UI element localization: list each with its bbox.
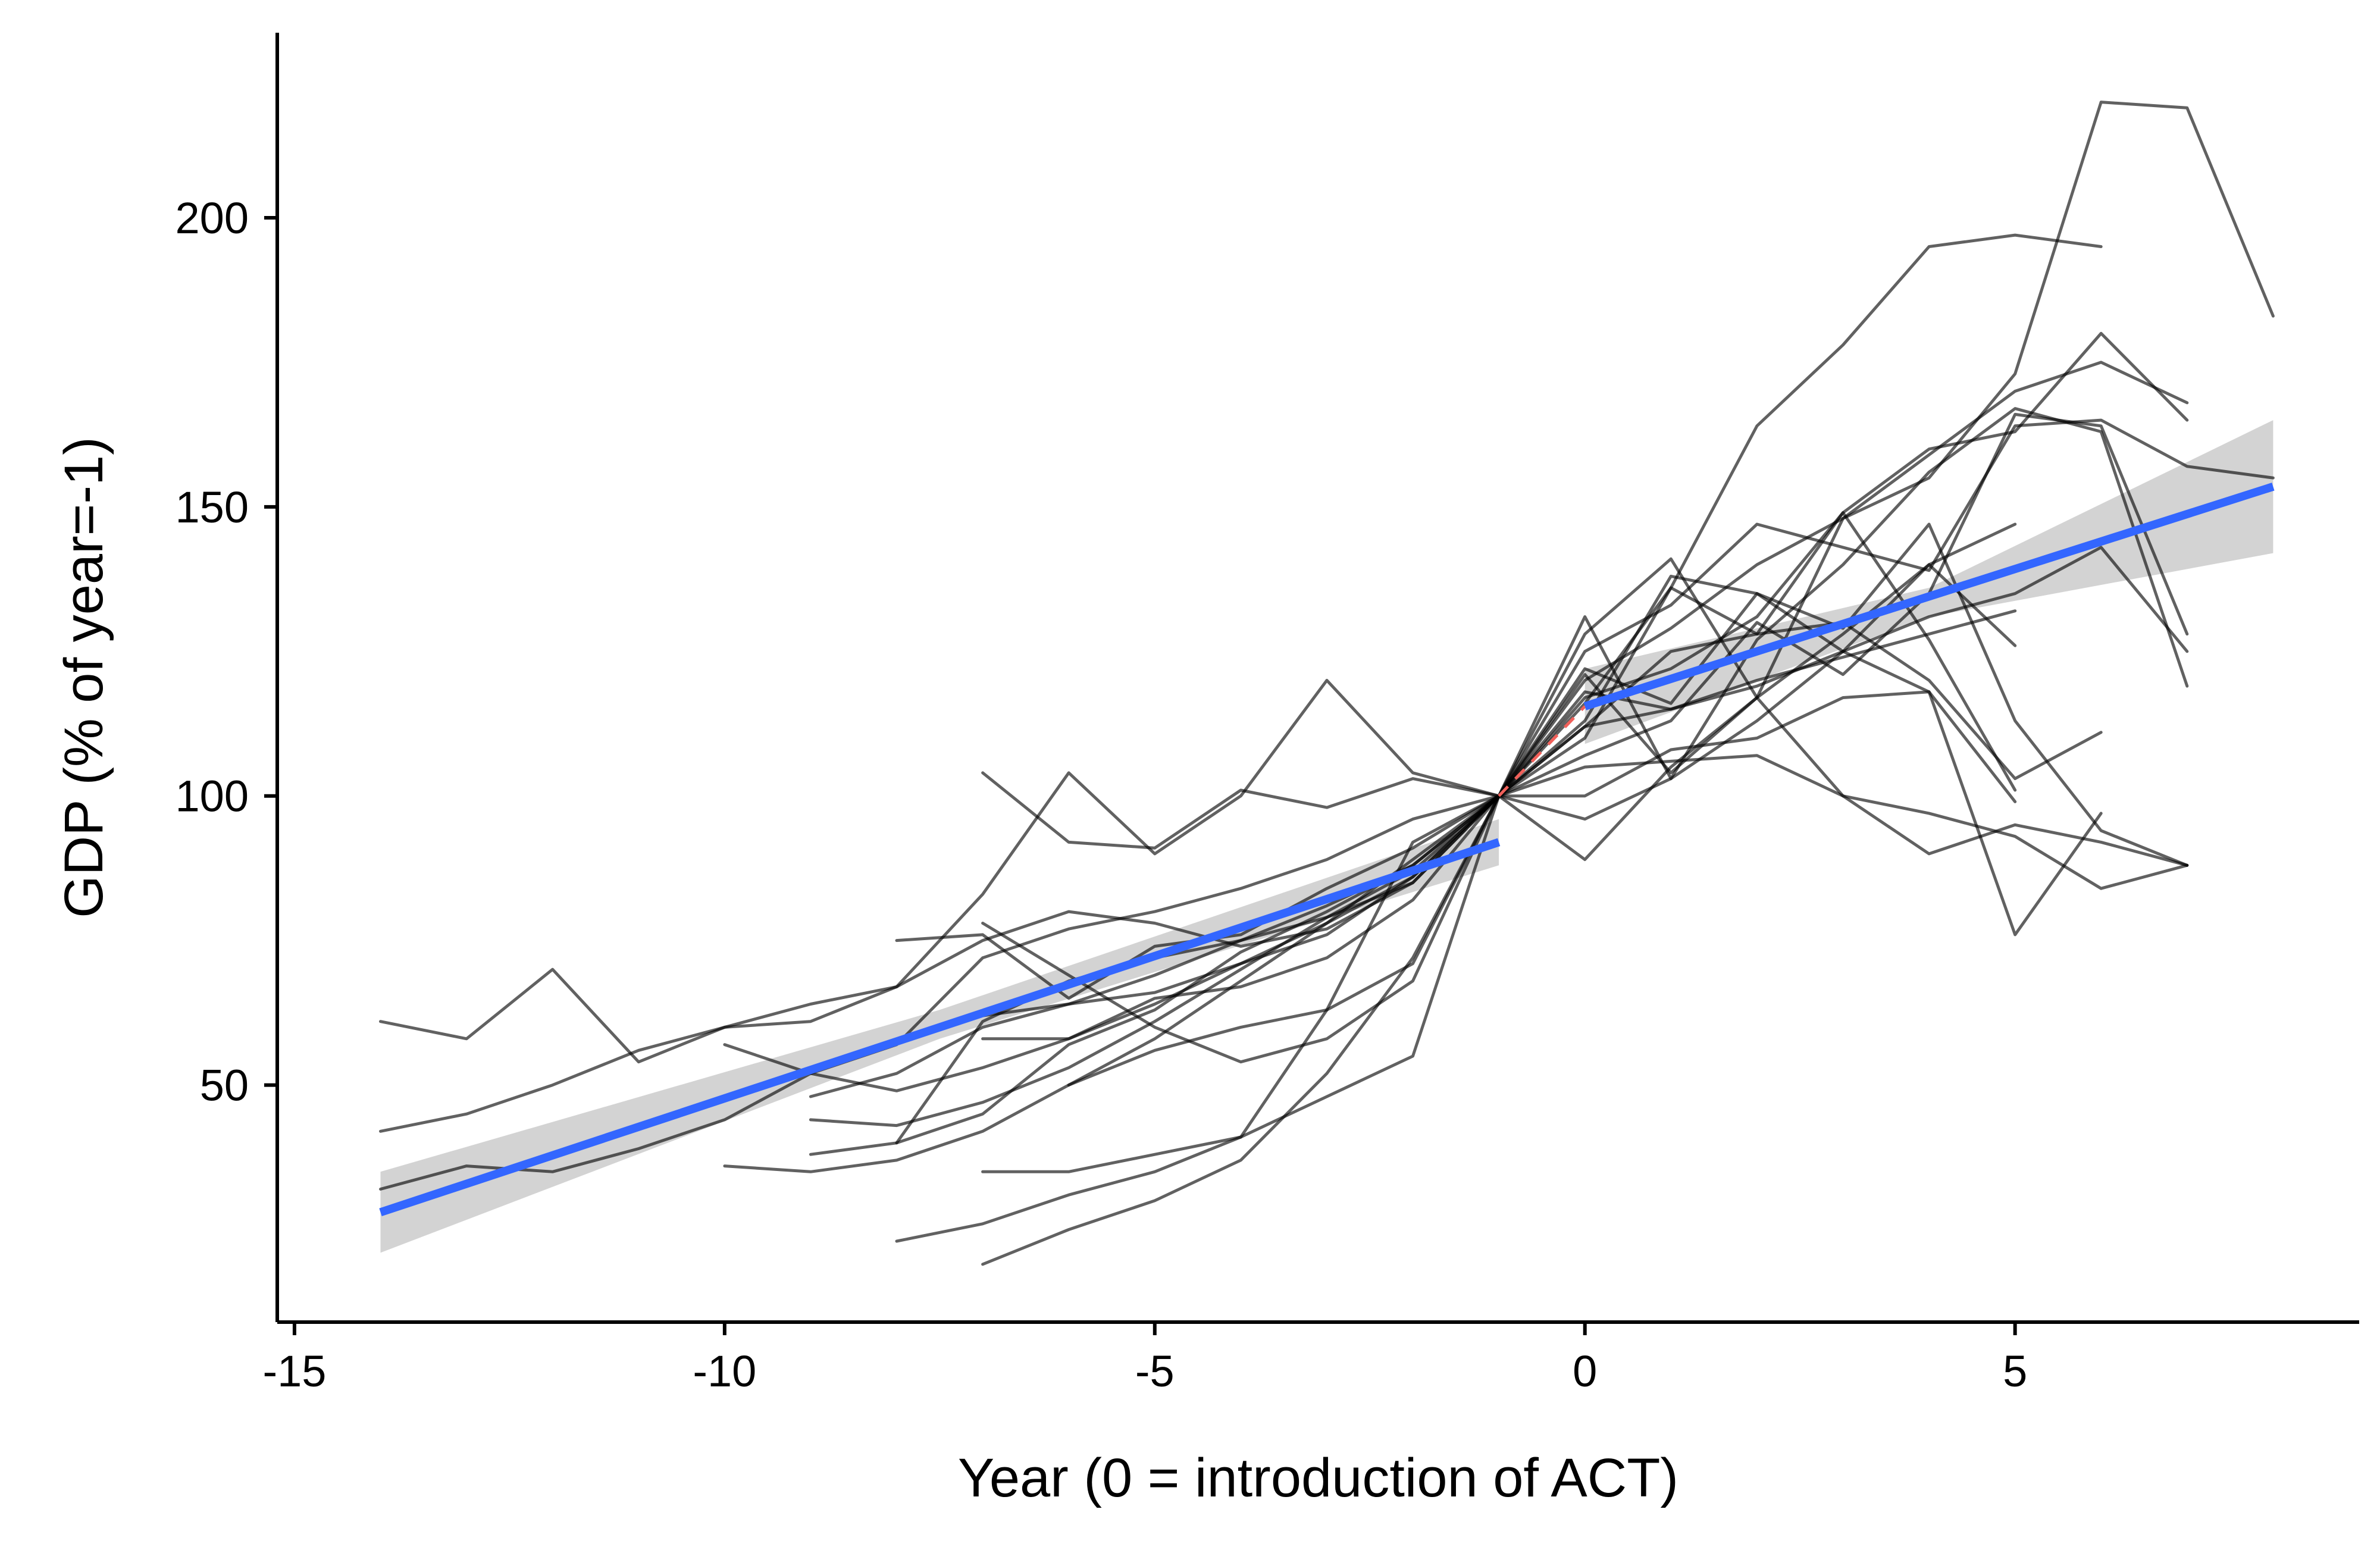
x-axis-ticks: -15 -10 -5 0 5 bbox=[262, 1322, 2027, 1396]
x-tick-label: -15 bbox=[262, 1347, 326, 1396]
y-tick-label: 100 bbox=[176, 772, 249, 821]
trend-line-pre bbox=[379, 838, 1501, 1217]
country-line-5 bbox=[723, 621, 2103, 1173]
country-line-12 bbox=[981, 233, 2103, 1064]
country-line-8 bbox=[809, 574, 2017, 1156]
country-line-17 bbox=[895, 522, 2017, 1243]
y-axis-ticks: 50 100 150 200 bbox=[176, 193, 277, 1110]
country-line-11 bbox=[981, 407, 2189, 850]
country-line-9 bbox=[895, 412, 2189, 1145]
trend-lines bbox=[379, 483, 2275, 1217]
country-line-16 bbox=[981, 754, 2189, 1266]
country-line-1 bbox=[379, 418, 2275, 1064]
x-axis-title: Year (0 = introduction of ACT) bbox=[958, 1448, 1678, 1508]
country-line-14 bbox=[981, 690, 2103, 1041]
x-tick-label: -5 bbox=[1135, 1347, 1175, 1396]
x-tick-label: 5 bbox=[2003, 1347, 2027, 1396]
country-line-15 bbox=[981, 522, 2189, 1173]
x-tick-label: 0 bbox=[1573, 1347, 1597, 1396]
x-tick-label: -10 bbox=[693, 1347, 756, 1396]
country-line-4 bbox=[723, 101, 2275, 1092]
country-line-2 bbox=[379, 546, 2189, 1133]
trend-line-post bbox=[1583, 483, 2275, 710]
confidence-bands bbox=[380, 420, 2273, 1253]
confidence-band-pre bbox=[380, 819, 1499, 1253]
y-tick-label: 50 bbox=[200, 1061, 249, 1110]
connector-dashed-line bbox=[1498, 705, 1586, 797]
y-axis-title: GDP (% of year=-1) bbox=[54, 437, 114, 918]
axes: -15 -10 -5 0 5 50 100 150 200 Year (0 = introdu… bbox=[54, 33, 2359, 1508]
country-line-3 bbox=[379, 609, 2017, 1191]
country-line-6 bbox=[809, 331, 2189, 1098]
country-line-13 bbox=[981, 511, 2017, 1017]
y-tick-label: 150 bbox=[176, 483, 249, 532]
y-tick-label: 200 bbox=[176, 193, 249, 243]
confidence-band-post bbox=[1584, 420, 2273, 744]
